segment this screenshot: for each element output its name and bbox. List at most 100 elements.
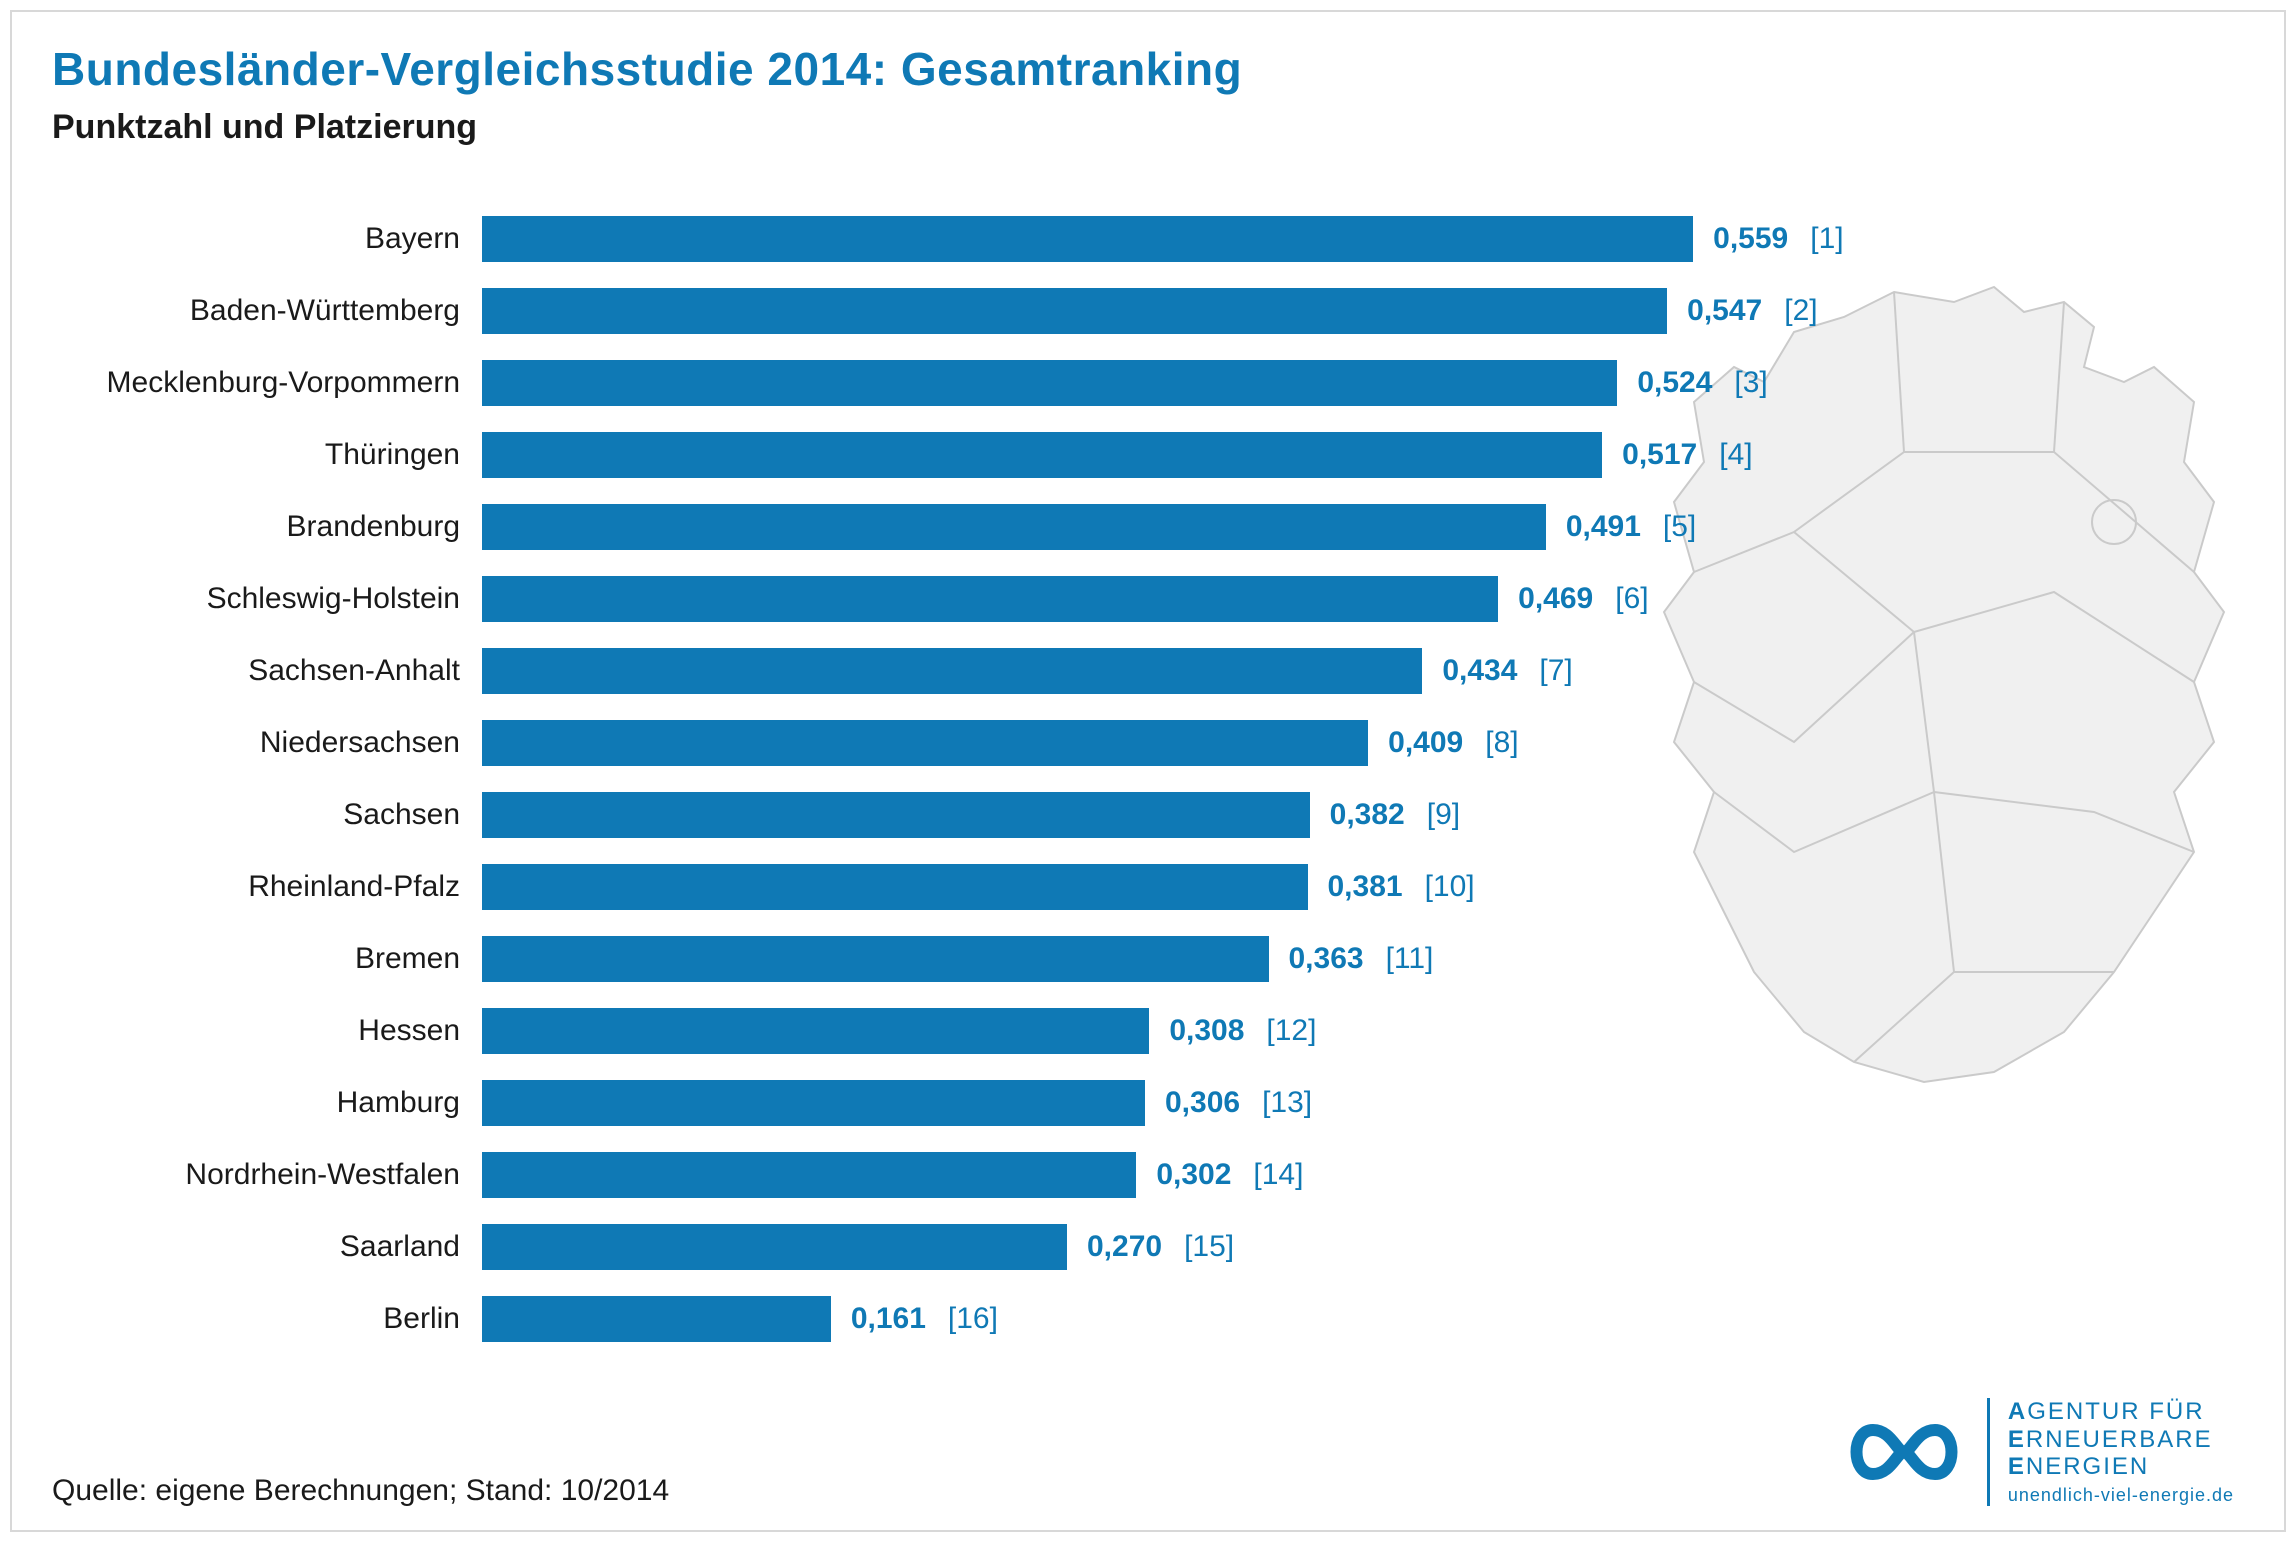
- bar-rank: [15]: [1184, 1230, 1234, 1264]
- bar-row: Thüringen 0,517 [4]: [52, 419, 2244, 491]
- bar: [482, 288, 1667, 334]
- bar: [482, 1152, 1136, 1198]
- bar-label: Rheinland-Pfalz: [52, 870, 482, 904]
- bar-row: Niedersachsen 0,409 [8]: [52, 707, 2244, 779]
- logo-line3-rest: NERGIEN: [2026, 1453, 2149, 1480]
- bar-track: 0,547[2]: [482, 288, 1782, 334]
- bar-row: Hessen 0,308 [12]: [52, 995, 2244, 1067]
- bar: [482, 864, 1308, 910]
- bar-row: Sachsen0,382[9]: [52, 779, 2244, 851]
- logo-line1-bold: A: [2008, 1398, 2027, 1425]
- bar-label: Bayern: [52, 222, 482, 256]
- bar-track: 0,302 [14]: [482, 1152, 1782, 1198]
- bar-value-number: 0,302: [1156, 1158, 1231, 1192]
- bar-label: Sachsen-Anhalt: [52, 654, 482, 688]
- bar-row: Sachsen-Anhalt 0,434[7]: [52, 635, 2244, 707]
- bar-rank: [1]: [1810, 222, 1843, 256]
- logo-line3-bold: E: [2008, 1453, 2026, 1480]
- bar-value-number: 0,409: [1388, 726, 1463, 760]
- bar: [482, 720, 1368, 766]
- infinity-icon: [1839, 1416, 1969, 1488]
- agency-logo: AGENTUR FÜR ERNEUERBARE ENERGIEN unendli…: [1839, 1398, 2234, 1506]
- bar-track: 0,409 [8]: [482, 720, 1782, 766]
- bar-value: 0,363 [11]: [1289, 942, 1434, 976]
- bar-track: 0,469[6]: [482, 576, 1782, 622]
- logo-line2-bold: E: [2008, 1426, 2026, 1453]
- bar-track: 0,517 [4]: [482, 432, 1782, 478]
- bar-rank: [11]: [1386, 942, 1434, 976]
- logo-line2-rest: RNEUERBARE: [2026, 1426, 2213, 1453]
- bar-track: 0,306 [13]: [482, 1080, 1782, 1126]
- bar-track: 0,161 [16]: [482, 1296, 1782, 1342]
- logo-url: unendlich-viel-energie.de: [2008, 1485, 2234, 1506]
- bar-row: Bayern0,559[1]: [52, 203, 2244, 275]
- bar-value: 0,306 [13]: [1165, 1086, 1312, 1120]
- bar-row: Schleswig-Holstein 0,469[6]: [52, 563, 2244, 635]
- bar-rank: [7]: [1539, 654, 1572, 688]
- ranking-bar-chart: Bayern0,559[1]Baden-Württemberg0,547[2]M…: [52, 203, 2244, 1355]
- bar: [482, 936, 1269, 982]
- bar-value-number: 0,547: [1687, 294, 1762, 328]
- bar-value-number: 0,382: [1330, 798, 1405, 832]
- bar-rank: [6]: [1615, 582, 1648, 616]
- bar-label: Thüringen: [52, 438, 482, 472]
- bar-track: 0,270 [15]: [482, 1224, 1782, 1270]
- bar: [482, 504, 1546, 550]
- bar: [482, 1224, 1067, 1270]
- bar-row: Hamburg 0,306 [13]: [52, 1067, 2244, 1139]
- bar: [482, 1080, 1145, 1126]
- bar-track: 0,308 [12]: [482, 1008, 1782, 1054]
- source-note: Quelle: eigene Berechnungen; Stand: 10/2…: [52, 1474, 669, 1508]
- bar-rank: [10]: [1425, 870, 1475, 904]
- bar-row: Rheinland-Pfalz 0,381[10]: [52, 851, 2244, 923]
- bar-value-number: 0,161: [851, 1302, 926, 1336]
- bar-value: 0,302 [14]: [1156, 1158, 1303, 1192]
- bar-track: 0,491 [5]: [482, 504, 1782, 550]
- bar-label: Schleswig-Holstein: [52, 582, 482, 616]
- bar-label: Berlin: [52, 1302, 482, 1336]
- bar-track: 0,559[1]: [482, 216, 1782, 262]
- bar-rank: [8]: [1485, 726, 1518, 760]
- bar-rank: [16]: [948, 1302, 998, 1336]
- bar-row: Mecklenburg-Vorpommern0,524[3]: [52, 347, 2244, 419]
- logo-line1-rest: GENTUR FÜR: [2027, 1398, 2204, 1425]
- bar-value: 0,381[10]: [1328, 870, 1475, 904]
- bar-value: 0,491 [5]: [1566, 510, 1696, 544]
- bar-label: Nordrhein-Westfalen: [52, 1158, 482, 1192]
- bar-label: Hamburg: [52, 1086, 482, 1120]
- bar-rank: [12]: [1266, 1014, 1316, 1048]
- bar-value: 0,161 [16]: [851, 1302, 998, 1336]
- bar-label: Hessen: [52, 1014, 482, 1048]
- bar-rank: [14]: [1253, 1158, 1303, 1192]
- bar-value: 0,517 [4]: [1622, 438, 1752, 472]
- bar-label: Brandenburg: [52, 510, 482, 544]
- bar: [482, 648, 1422, 694]
- bar-rank: [2]: [1784, 294, 1817, 328]
- bar-rank: [4]: [1719, 438, 1752, 472]
- bar-row: Nordrhein-Westfalen 0,302 [14]: [52, 1139, 2244, 1211]
- page-title: Bundesländer-Vergleichsstudie 2014: Gesa…: [52, 42, 2244, 96]
- bar-label: Sachsen: [52, 798, 482, 832]
- bar-value: 0,270 [15]: [1087, 1230, 1234, 1264]
- bar-rank: [3]: [1734, 366, 1767, 400]
- bar-value: 0,469[6]: [1518, 582, 1648, 616]
- bar-track: 0,363 [11]: [482, 936, 1782, 982]
- bar-value-number: 0,491: [1566, 510, 1641, 544]
- bar-row: Baden-Württemberg0,547[2]: [52, 275, 2244, 347]
- bar-rank: [13]: [1262, 1086, 1312, 1120]
- bar-row: Berlin 0,161 [16]: [52, 1283, 2244, 1355]
- bar-label: Niedersachsen: [52, 726, 482, 760]
- bar-value-number: 0,559: [1713, 222, 1788, 256]
- bar-label: Saarland: [52, 1230, 482, 1264]
- bar-value-number: 0,308: [1169, 1014, 1244, 1048]
- bar-value: 0,434[7]: [1442, 654, 1572, 688]
- bar-track: 0,434[7]: [482, 648, 1782, 694]
- bar-track: 0,382[9]: [482, 792, 1782, 838]
- bar: [482, 576, 1498, 622]
- bar-value-number: 0,306: [1165, 1086, 1240, 1120]
- bar-value-number: 0,363: [1289, 942, 1364, 976]
- bar-value-number: 0,517: [1622, 438, 1697, 472]
- bar-value-number: 0,270: [1087, 1230, 1162, 1264]
- bar-rank: [5]: [1663, 510, 1696, 544]
- bar-track: 0,381[10]: [482, 864, 1782, 910]
